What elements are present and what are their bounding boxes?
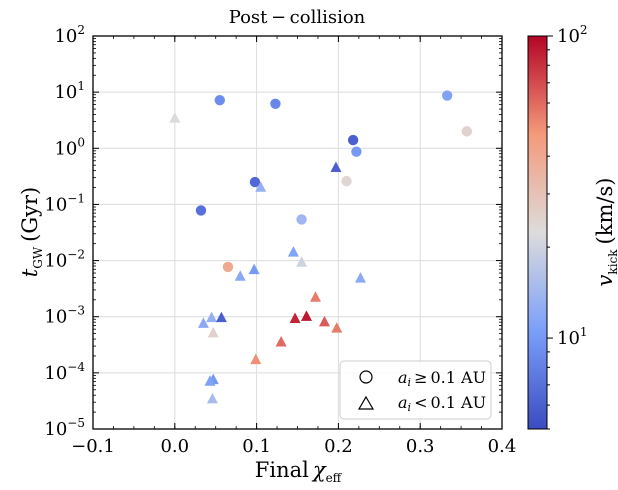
triangle-point <box>275 336 287 347</box>
triangle-point <box>207 326 219 338</box>
triangle-point <box>197 317 209 328</box>
x-axis-label-main: Final <box>255 458 309 482</box>
triangle-point <box>309 291 321 302</box>
colorbar-label: vkick (km/s) <box>593 178 618 287</box>
triangle-point <box>234 270 246 281</box>
triangle-point <box>169 112 181 123</box>
y-tick-label: 102 <box>54 23 85 47</box>
triangle-point <box>354 272 366 283</box>
colorbar <box>527 35 548 430</box>
y-tick-label: 10−5 <box>44 416 85 440</box>
legend-triangle-var: a <box>398 393 408 412</box>
x-axis-label: Final χeff <box>255 458 343 485</box>
x-axis-label-greek: χ <box>311 458 327 482</box>
legend-box <box>339 360 492 420</box>
circle-point <box>214 94 225 106</box>
circle-point <box>222 261 234 273</box>
y-tick-label: 10−4 <box>44 360 85 384</box>
circle-point <box>296 214 307 225</box>
circle-point <box>195 205 207 216</box>
triangle-point <box>206 392 218 404</box>
colorbar-label-main: v <box>593 274 617 286</box>
circle-point <box>351 146 362 157</box>
y-tick-label: 100 <box>54 135 85 159</box>
legend-circle-var: a <box>398 368 408 387</box>
y-tick-label: 10−1 <box>44 191 85 215</box>
x-tick-label: −0.1 <box>71 436 115 457</box>
circle-point <box>347 134 359 146</box>
circle-point <box>270 98 281 109</box>
triangle-point <box>206 311 218 323</box>
colorbar-tick-label: 102 <box>557 23 588 47</box>
legend-triangle-rel: < <box>414 393 427 412</box>
legend-entry-triangle: ai <0.1 AU <box>398 393 486 414</box>
y-axis-label: tGW (Gyr) <box>18 187 45 277</box>
y-tick-label: 10−2 <box>44 248 85 272</box>
x-axis-label-sub: eff <box>326 471 343 485</box>
circle-point <box>461 126 473 137</box>
circle-point <box>341 175 352 187</box>
colorbar-ticks: 102 101 <box>547 23 588 430</box>
colorbar-tick-label: 101 <box>557 325 588 349</box>
circle-point <box>249 176 261 188</box>
x-tick-label: 0.0 <box>160 436 189 457</box>
triangle-point <box>248 263 260 275</box>
circle-point <box>441 90 453 101</box>
y-axis-label-sub: GW <box>31 246 45 269</box>
legend-triangle-sub: i <box>408 401 412 414</box>
triangle-point <box>250 353 262 365</box>
grid-lines <box>93 36 502 429</box>
colorbar-label-unit: (km/s) <box>593 178 617 245</box>
legend-circle-sub: i <box>408 376 412 389</box>
legend-entry-circle: ai ≥0.1 AU <box>398 368 486 389</box>
triangle-point <box>318 315 330 327</box>
y-axis-label-unit: (Gyr) <box>18 187 42 242</box>
axis-ticks: −0.1 0.0 0.1 0.2 0.3 0.4 102 101 100 10−1 10−2 10−3… <box>44 23 516 457</box>
triangle-point <box>204 375 216 386</box>
y-tick-label: 10−3 <box>44 304 85 328</box>
y-axis-label-main: t <box>18 268 42 277</box>
colorbar-label-sub: kick <box>606 249 618 275</box>
legend-circle-val: 0.1 AU <box>430 368 486 387</box>
x-tick-label: 0.1 <box>242 436 271 457</box>
x-tick-label: 0.4 <box>488 436 517 457</box>
triangle-point <box>287 246 299 257</box>
x-tick-label: 0.2 <box>324 436 353 457</box>
legend-triangle-marker <box>357 395 375 410</box>
triangle-point <box>289 312 301 323</box>
chart-title: Post − collision <box>229 7 366 28</box>
x-tick-label: 0.3 <box>406 436 435 457</box>
triangle-point <box>330 161 342 172</box>
triangle-point <box>255 181 267 192</box>
triangle-point <box>331 322 343 333</box>
triangle-point <box>300 310 312 321</box>
y-tick-label: 101 <box>54 79 85 103</box>
data-points <box>169 90 473 404</box>
triangle-point <box>296 256 308 267</box>
triangle-point <box>215 311 227 323</box>
legend: ai ≥0.1 AU ai <0.1 AU <box>339 360 492 420</box>
legend-circle-rel: ≥ <box>414 368 427 387</box>
legend-triangle-val: 0.1 AU <box>430 393 486 412</box>
legend-circle-marker <box>359 370 373 384</box>
